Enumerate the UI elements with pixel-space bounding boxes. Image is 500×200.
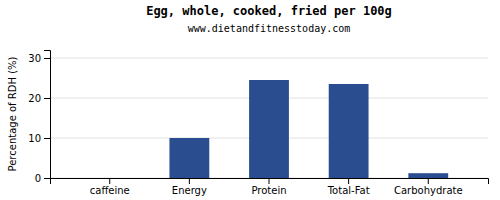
bar [169,138,209,178]
y-axis-line [44,51,51,179]
x-axis-line [51,179,489,185]
y-tick-label: 30 [28,53,41,64]
x-tick: Protein [251,178,286,196]
grid-line [50,58,488,59]
chart: Egg, whole, cooked, fried per 100g www.di… [0,0,500,200]
plot: 0 10 20 30 caffeine Energy Protein Total-Fat Car… [7,51,489,197]
x-tick-label: Protein [251,185,286,196]
bar [249,80,289,178]
x-tick-mark [109,178,110,184]
y-tick-mark [44,178,50,179]
y-tick-mark [44,138,50,139]
x-tick-mark [428,178,429,184]
y-tick-mark [44,58,50,59]
subtitle: www.dietandfitnesstoday.com [188,23,351,34]
x-tick-label: Energy [172,185,207,196]
title: Egg, whole, cooked, fried per 100g [146,4,392,18]
x-tick: Total-Fat [327,178,370,196]
x-tick-label: Carbohydrate [394,185,463,196]
y-tick: 10 [28,133,50,144]
y-tick: 30 [28,53,50,64]
x-tick: Carbohydrate [394,178,463,196]
x-tick-label: Total-Fat [327,185,370,196]
x-tick-label: caffeine [90,185,130,196]
x-tick-mark [269,178,270,184]
y-tick-label: 20 [28,93,41,104]
y-tick-label: 0 [35,173,41,184]
y-axis-title: Percentage of RDH (%) [7,56,18,171]
y-tick: 20 [28,93,50,104]
y-tick: 0 [35,173,50,184]
bar [90,178,130,179]
x-tick: caffeine [90,178,130,196]
x-tick-mark [189,178,190,184]
grid [50,58,488,178]
y-axis: 0 10 20 30 [28,51,50,184]
bars [169,80,448,178]
y-tick-label: 10 [28,133,41,144]
x-tick-mark [348,178,349,184]
x-tick: Energy [172,178,207,196]
bar [408,173,448,178]
x-axis: caffeine Energy Protein Total-Fat Carbohydra… [51,178,489,196]
y-tick-mark [44,98,50,99]
bar [329,84,369,178]
